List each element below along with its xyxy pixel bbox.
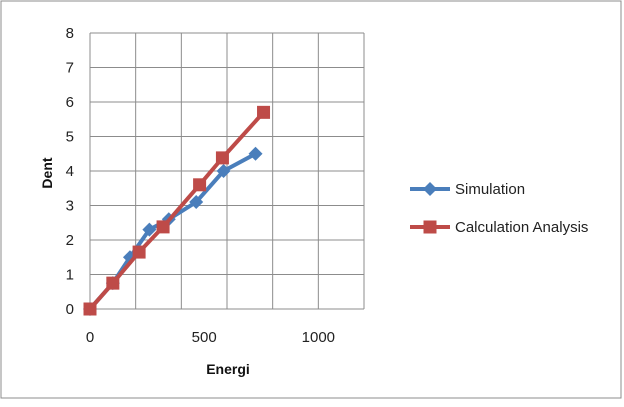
y-tick-label: 0 bbox=[66, 301, 74, 318]
legend: Simulation Calculation Analysis bbox=[410, 181, 588, 236]
axes bbox=[89, 33, 364, 310]
legend-label: Simulation bbox=[455, 181, 525, 198]
series bbox=[83, 105, 271, 316]
data-point bbox=[216, 164, 231, 178]
data-point bbox=[193, 178, 207, 192]
y-tick-label: 6 bbox=[66, 94, 74, 111]
x-axis-title: Energi bbox=[206, 361, 250, 377]
y-tick-label: 2 bbox=[66, 232, 74, 249]
data-point bbox=[83, 302, 97, 316]
x-tick-label: 0 bbox=[86, 329, 94, 346]
legend-marker bbox=[423, 182, 437, 196]
x-tick-label: 1000 bbox=[302, 329, 335, 346]
x-tick-label: 500 bbox=[192, 329, 217, 346]
data-point bbox=[248, 146, 263, 161]
data-point bbox=[215, 151, 229, 165]
y-tick-label: 5 bbox=[66, 129, 74, 146]
legend-entry: Simulation bbox=[410, 181, 525, 198]
y-tick-label: 7 bbox=[66, 60, 74, 77]
data-point bbox=[106, 276, 120, 290]
y-tick-label: 4 bbox=[66, 163, 74, 180]
legend-entry: Calculation Analysis bbox=[410, 219, 588, 236]
legend-marker bbox=[423, 220, 437, 234]
data-point bbox=[142, 222, 157, 237]
y-axis-title: Dent bbox=[39, 157, 55, 188]
tick-labels: 0 1 2 3 4 5 6 7 8 0 500 1000 bbox=[66, 25, 335, 346]
data-point bbox=[189, 195, 204, 210]
legend-label: Calculation Analysis bbox=[455, 219, 588, 236]
y-tick-label: 3 bbox=[66, 198, 74, 215]
series-calculation-analysis bbox=[83, 105, 271, 316]
data-point bbox=[156, 220, 170, 234]
y-tick-label: 8 bbox=[66, 25, 74, 42]
data-point bbox=[132, 245, 146, 259]
data-point bbox=[257, 105, 271, 119]
y-tick-label: 1 bbox=[66, 267, 74, 284]
